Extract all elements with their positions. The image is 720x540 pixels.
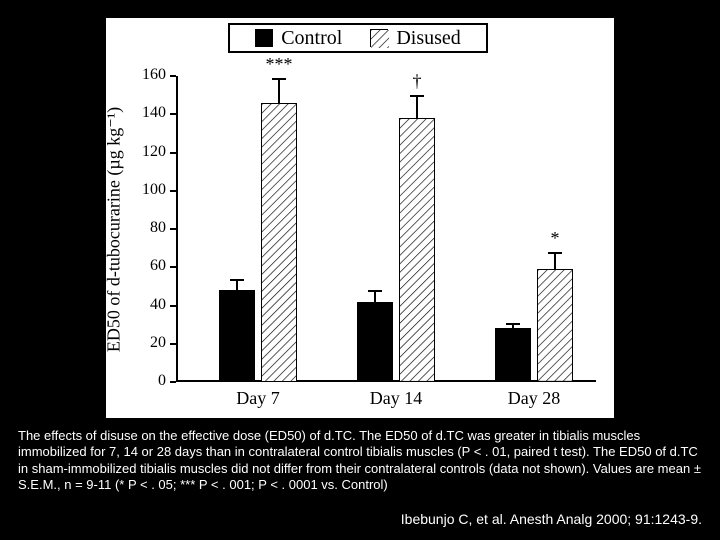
y-tick-label: 100 bbox=[130, 181, 166, 199]
y-tick-label: 120 bbox=[130, 143, 166, 161]
bar-disused bbox=[399, 118, 435, 382]
bar-disused bbox=[261, 103, 297, 382]
plot-area bbox=[176, 76, 596, 382]
error-bar bbox=[416, 95, 418, 118]
y-tick bbox=[170, 190, 176, 192]
swatch-hatched-icon bbox=[370, 29, 388, 47]
significance-marker: *** bbox=[266, 54, 293, 75]
bar-disused bbox=[537, 269, 573, 382]
y-tick-label: 140 bbox=[130, 104, 166, 122]
y-tick-label: 60 bbox=[130, 257, 166, 275]
legend-label-disused: Disused bbox=[396, 27, 460, 50]
significance-marker: * bbox=[551, 228, 560, 249]
bar-control bbox=[495, 328, 531, 382]
y-tick bbox=[170, 152, 176, 154]
y-tick-label: 20 bbox=[130, 334, 166, 352]
y-tick-label: 40 bbox=[130, 296, 166, 314]
x-group-label: Day 7 bbox=[218, 388, 298, 409]
y-tick-label: 0 bbox=[130, 372, 166, 390]
error-cap bbox=[230, 279, 244, 281]
error-bar bbox=[554, 252, 556, 269]
error-cap bbox=[368, 290, 382, 292]
y-tick-label: 80 bbox=[130, 219, 166, 237]
y-tick bbox=[170, 381, 176, 383]
y-tick bbox=[170, 305, 176, 307]
legend: Control Disused bbox=[228, 23, 488, 53]
y-tick-label: 160 bbox=[130, 66, 166, 84]
legend-item-disused: Disused bbox=[370, 27, 460, 50]
significance-marker: † bbox=[413, 71, 422, 92]
caption-text: The effects of disuse on the effective d… bbox=[18, 428, 702, 493]
bar-control bbox=[357, 302, 393, 382]
y-tick bbox=[170, 113, 176, 115]
y-tick bbox=[170, 75, 176, 77]
y-axis-line bbox=[176, 76, 178, 382]
error-cap bbox=[548, 252, 562, 254]
error-bar bbox=[278, 78, 280, 103]
y-axis-title: ED50 of d-tubocurarine (µg kg⁻¹) bbox=[104, 90, 125, 370]
y-tick bbox=[170, 228, 176, 230]
y-tick bbox=[170, 266, 176, 268]
legend-label-control: Control bbox=[281, 27, 342, 50]
error-cap bbox=[410, 95, 424, 97]
x-group-label: Day 14 bbox=[356, 388, 436, 409]
legend-item-control: Control bbox=[255, 27, 342, 50]
error-cap bbox=[272, 78, 286, 80]
bar-control bbox=[219, 290, 255, 382]
y-tick bbox=[170, 343, 176, 345]
swatch-solid-icon bbox=[255, 29, 273, 47]
error-cap bbox=[506, 323, 520, 325]
x-group-label: Day 28 bbox=[494, 388, 574, 409]
citation-text: Ibebunjo C, et al. Anesth Analg 2000; 91… bbox=[300, 511, 702, 527]
